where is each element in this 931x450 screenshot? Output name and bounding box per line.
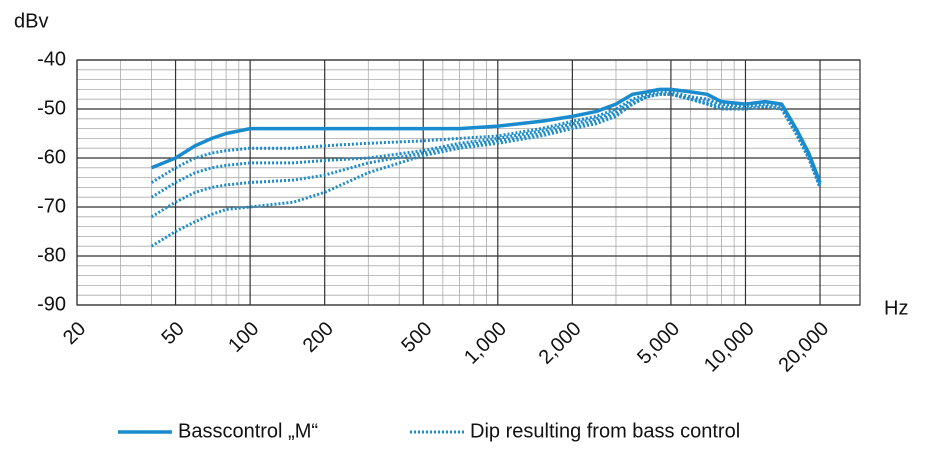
series-line — [150, 87, 822, 184]
x-tick-label: 10,000 — [700, 318, 759, 377]
y-tick-label: -70 — [37, 195, 66, 217]
y-tick-label: -60 — [37, 146, 66, 168]
x-tick-label: 50 — [158, 318, 189, 349]
y-tick-label: -40 — [37, 48, 66, 70]
y-axis-label: dBv — [14, 10, 48, 32]
y-tick-label: -50 — [37, 97, 66, 119]
x-tick-label: 2,000 — [535, 318, 586, 369]
x-tick-label: 20,000 — [774, 318, 833, 377]
x-tick-label: 20 — [59, 318, 90, 349]
y-tick-label: -80 — [37, 244, 66, 266]
x-tick-label: 5,000 — [633, 318, 684, 369]
x-axis-label: Hz — [884, 297, 908, 319]
x-tick-label: 200 — [299, 318, 338, 357]
legend-label: Dip resulting from bass control — [470, 420, 740, 442]
plot-border — [76, 59, 861, 306]
legend-label: Basscontrol „M“ — [178, 420, 318, 442]
x-tick-label: 100 — [224, 318, 263, 357]
x-tick-label: 1,000 — [460, 318, 511, 369]
series-line — [150, 90, 822, 186]
series-line — [150, 92, 822, 248]
y-tick-label: -90 — [37, 293, 66, 315]
x-tick-label: 500 — [397, 318, 436, 357]
series-line — [150, 92, 822, 219]
